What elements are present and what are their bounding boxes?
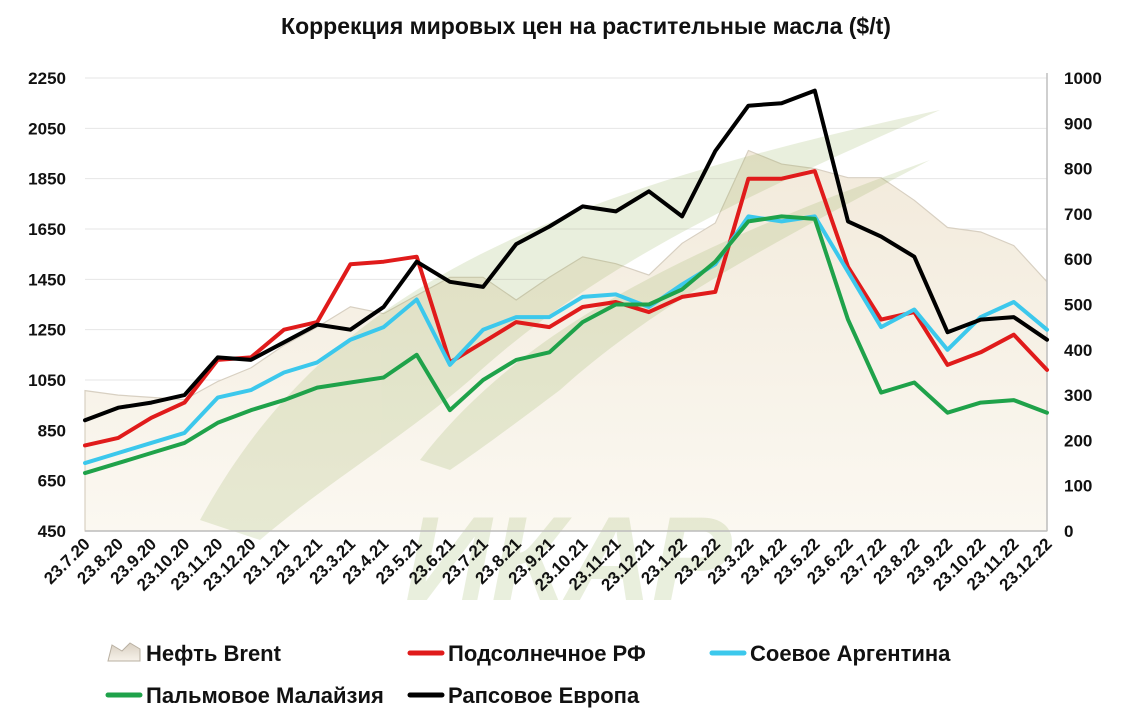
right-tick-label: 700 — [1064, 205, 1092, 224]
legend-label: Пальмовое Малайзия — [146, 683, 384, 708]
legend-item-подсолнечное-рф: Подсолнечное РФ — [407, 641, 646, 666]
series-line-пальмовое-малайзия — [83, 214, 1049, 476]
right-tick-label: 900 — [1064, 114, 1092, 133]
series-lines — [83, 88, 1049, 476]
brent-area — [84, 149, 1048, 532]
right-tick-label: 800 — [1064, 160, 1092, 179]
legend-label: Подсолнечное РФ — [448, 641, 646, 666]
series-area-нефть-brent — [84, 149, 1048, 532]
watermark-logo: ИКАР — [200, 110, 940, 626]
right-tick-label: 300 — [1064, 386, 1092, 405]
series-line-соевое-аргентина — [83, 214, 1049, 466]
legend-item-нефть-brent: Нефть Brent — [107, 641, 282, 666]
left-tick-label: 1850 — [28, 170, 66, 189]
legend-label: Соевое Аргентина — [750, 641, 951, 666]
legend: Нефть Brent Подсолнечное РФ Соевое Аргенти… — [105, 641, 951, 708]
legend-item-рапсовое-европа: Рапсовое Европа — [407, 683, 640, 708]
left-axis-ticks: 2250 2050 1850 1650 1450 1250 1050 850 650 450 — [28, 69, 66, 541]
right-tick-label: 600 — [1064, 250, 1092, 269]
left-tick-label: 450 — [38, 522, 66, 541]
left-tick-label: 2250 — [28, 69, 66, 88]
legend-label: Рапсовое Европа — [448, 683, 640, 708]
axes — [85, 73, 1048, 532]
legend-item-соевое-аргентина: Соевое Аргентина — [709, 641, 951, 666]
chart-title: Коррекция мировых цен на растительные ма… — [281, 13, 891, 39]
legend-item-пальмовое-малайзия: Пальмовое Малайзия — [105, 683, 384, 708]
left-tick-label: 2050 — [28, 119, 66, 138]
left-tick-label: 1050 — [28, 371, 66, 390]
right-tick-label: 200 — [1064, 431, 1092, 450]
legend-swatch — [107, 642, 141, 662]
right-tick-label: 100 — [1064, 477, 1092, 496]
x-axis-ticks: 23.7.2023.8.2023.9.2023.10.2023.11.2023.… — [40, 534, 1056, 594]
right-tick-label: 400 — [1064, 341, 1092, 360]
legend-label: Нефть Brent — [146, 641, 282, 666]
left-tick-label: 650 — [38, 472, 66, 491]
left-tick-label: 1450 — [28, 270, 66, 289]
left-tick-label: 850 — [38, 421, 66, 440]
right-tick-label: 500 — [1064, 296, 1092, 315]
left-tick-label: 1250 — [28, 321, 66, 340]
right-tick-label: 1000 — [1064, 69, 1102, 88]
series-line-рапсовое-европа — [83, 88, 1049, 423]
left-tick-label: 1650 — [28, 220, 66, 239]
svg-text:ИКАР: ИКАР — [405, 492, 733, 626]
right-tick-label: 0 — [1064, 522, 1073, 541]
